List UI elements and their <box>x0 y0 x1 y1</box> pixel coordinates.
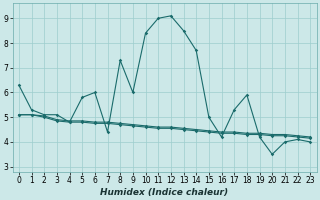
X-axis label: Humidex (Indice chaleur): Humidex (Indice chaleur) <box>100 188 228 197</box>
